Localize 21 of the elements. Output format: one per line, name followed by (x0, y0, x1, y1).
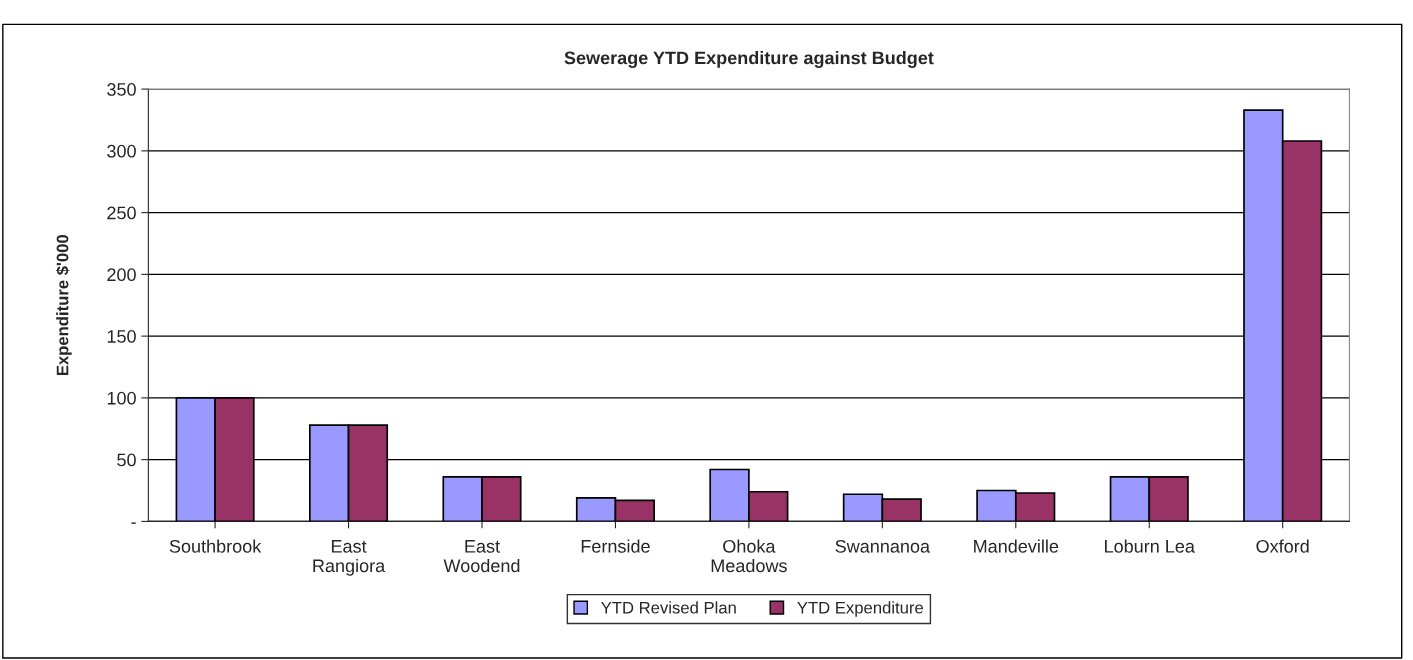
x-tick-label: East Woodend (443, 540, 520, 573)
y-axis-title: Expenditure $'000 (55, 234, 72, 376)
legend-label: YTD Expenditure (797, 601, 924, 617)
x-tick-label: Mandeville (974, 539, 1059, 553)
x-tick-label: Fernside (581, 539, 650, 553)
legend-label: YTD Revised Plan (601, 601, 736, 614)
x-tick-label: Southbrook (169, 539, 262, 553)
x-tick-label: East Rangiora (313, 540, 386, 576)
x-tick-label: Loburn Lea (1105, 539, 1195, 553)
y-tick-label: 150 (107, 330, 136, 343)
y-tick-label: 50 (117, 453, 136, 467)
y-tick-label: 250 (107, 206, 136, 220)
y-tick-label: - (131, 522, 136, 524)
y-tick-label: 200 (107, 268, 136, 282)
x-tick-label: Swannanoa (835, 539, 931, 553)
y-tick-label: 350 (107, 83, 136, 96)
chart-title: Sewerage YTD Expenditure against Budget (564, 51, 934, 68)
x-tick-label: Ohoka Meadows (711, 539, 787, 573)
x-tick-label: Oxford (1256, 539, 1309, 553)
y-tick-label: 300 (107, 144, 136, 158)
y-tick-label: 100 (107, 391, 136, 405)
